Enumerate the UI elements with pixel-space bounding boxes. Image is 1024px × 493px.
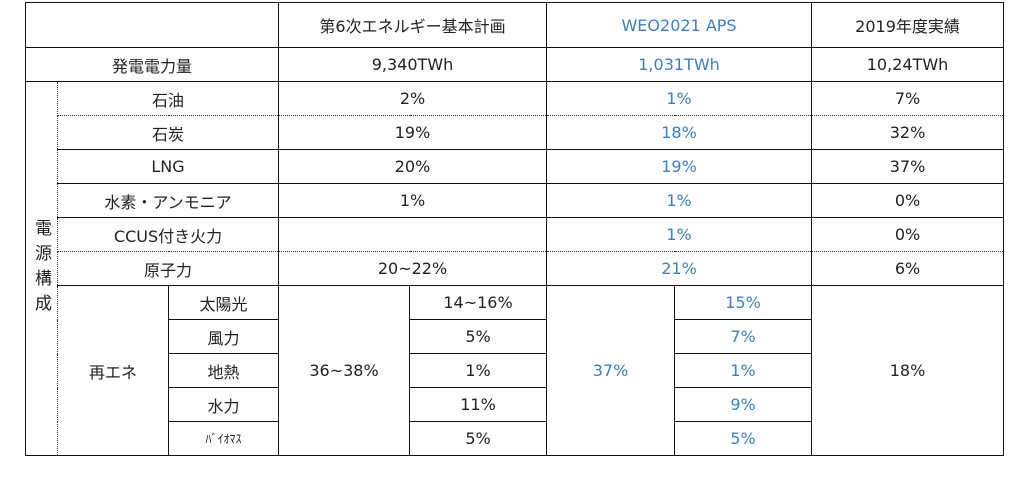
row-label: LNG (56, 149, 280, 184)
renewables-basic-plan-total: 36~38% (278, 285, 411, 456)
cell-2019-actual: 37% (811, 149, 1005, 184)
cell-weo2021: 1% (546, 217, 813, 252)
renewables-row: 風力 5% 7% (26, 319, 1004, 354)
renewable-item-basic-plan: 1% (409, 353, 548, 388)
renewables-row: 地熱 1% 1% (26, 353, 1004, 388)
renewable-item-weo2021: 1% (674, 353, 813, 388)
row-label: CCUS付き火力 (56, 217, 280, 252)
renewables-row: ﾊﾞｲｵﾏｽ 5% 5% (26, 421, 1004, 456)
renewable-item-weo2021: 7% (674, 319, 813, 354)
generation-weo2021: 1,031TWh (546, 47, 813, 82)
renewable-item-label: 太陽光 (167, 285, 280, 320)
cell-weo2021: 1% (546, 183, 813, 218)
cell-weo2021: 19% (546, 149, 813, 184)
cell-weo2021: 18% (546, 115, 813, 150)
row-label: 石炭 (56, 115, 280, 150)
renewable-item-basic-plan: 11% (409, 387, 548, 422)
header-col-basic-plan: 第6次エネルギー基本計画 (278, 2, 548, 48)
cell-2019-actual: 32% (811, 115, 1005, 150)
group-label-power-mix: 電源構成 (25, 81, 58, 456)
renewable-item-label: ﾊﾞｲｵﾏｽ (167, 421, 280, 456)
cell-basic-plan (278, 217, 548, 252)
renewables-row: 再エネ 太陽光 36~38% 14~16% 37% 15% 18% (26, 285, 1005, 456)
renewable-item-weo2021: 9% (674, 387, 813, 422)
table-row: 電源構成 石油 2% 1% 7% (25, 81, 1005, 456)
table-row: LNG 20% 19% 37% (26, 149, 1005, 184)
renewable-item-weo2021: 15% (674, 285, 813, 320)
header-col-2019-actual: 2019年度実績 (811, 2, 1005, 48)
renewables-row: 水力 11% 9% (26, 387, 1004, 422)
row-label: 水素・アンモニア (56, 183, 280, 218)
table-row: 石炭 19% 18% 32% (26, 115, 1005, 150)
renewables-weo2021-total: 37% (546, 285, 676, 456)
cell-2019-actual: 0% (811, 217, 1005, 252)
table-row: 水素・アンモニア 1% 1% 0% (26, 183, 1005, 218)
renewable-item-label: 風力 (167, 319, 280, 354)
cell-2019-actual: 7% (811, 81, 1005, 116)
cell-basic-plan: 2% (278, 81, 548, 116)
generation-label: 発電電力量 (24, 47, 280, 82)
renewables-label: 再エネ (57, 285, 169, 456)
cell-basic-plan: 20~22% (278, 251, 548, 286)
table-row: CCUS付き火力 1% 0% (26, 217, 1005, 252)
header-col-weo2021: WEO2021 APS (546, 2, 813, 48)
renewable-item-basic-plan: 5% (409, 319, 548, 354)
renewable-item-basic-plan: 14~16% (409, 285, 548, 320)
cell-basic-plan: 19% (278, 115, 548, 150)
generation-2019-actual: 10,24TWh (811, 47, 1005, 82)
renewable-item-label: 水力 (167, 387, 280, 422)
header-blank-cell (24, 2, 280, 48)
cell-2019-actual: 6% (811, 251, 1005, 286)
table-row: 原子力 20~22% 21% 6% (26, 251, 1005, 286)
generation-basic-plan: 9,340TWh (278, 47, 548, 82)
cell-2019-actual: 0% (811, 183, 1005, 218)
cell-basic-plan: 20% (278, 149, 548, 184)
renewable-item-weo2021: 5% (674, 421, 813, 456)
cell-weo2021: 21% (546, 251, 813, 286)
generation-row: 発電電力量 9,340TWh 1,031TWh 10,24TWh (24, 47, 1005, 82)
cell-basic-plan: 1% (278, 183, 548, 218)
row-label: 石油 (56, 81, 280, 116)
power-mix-table: 第6次エネルギー基本計画 WEO2021 APS 2019年度実績 発電電力量 … (24, 2, 1005, 456)
header-row: 第6次エネルギー基本計画 WEO2021 APS 2019年度実績 (24, 2, 1005, 48)
renewable-item-label: 地熱 (167, 353, 280, 388)
renewables-2019-actual-total: 18% (811, 285, 1005, 456)
power-mix-table-container: 第6次エネルギー基本計画 WEO2021 APS 2019年度実績 発電電力量 … (24, 2, 1005, 456)
row-label: 原子力 (56, 251, 280, 286)
cell-weo2021: 1% (546, 81, 813, 116)
renewable-item-basic-plan: 5% (409, 421, 548, 456)
